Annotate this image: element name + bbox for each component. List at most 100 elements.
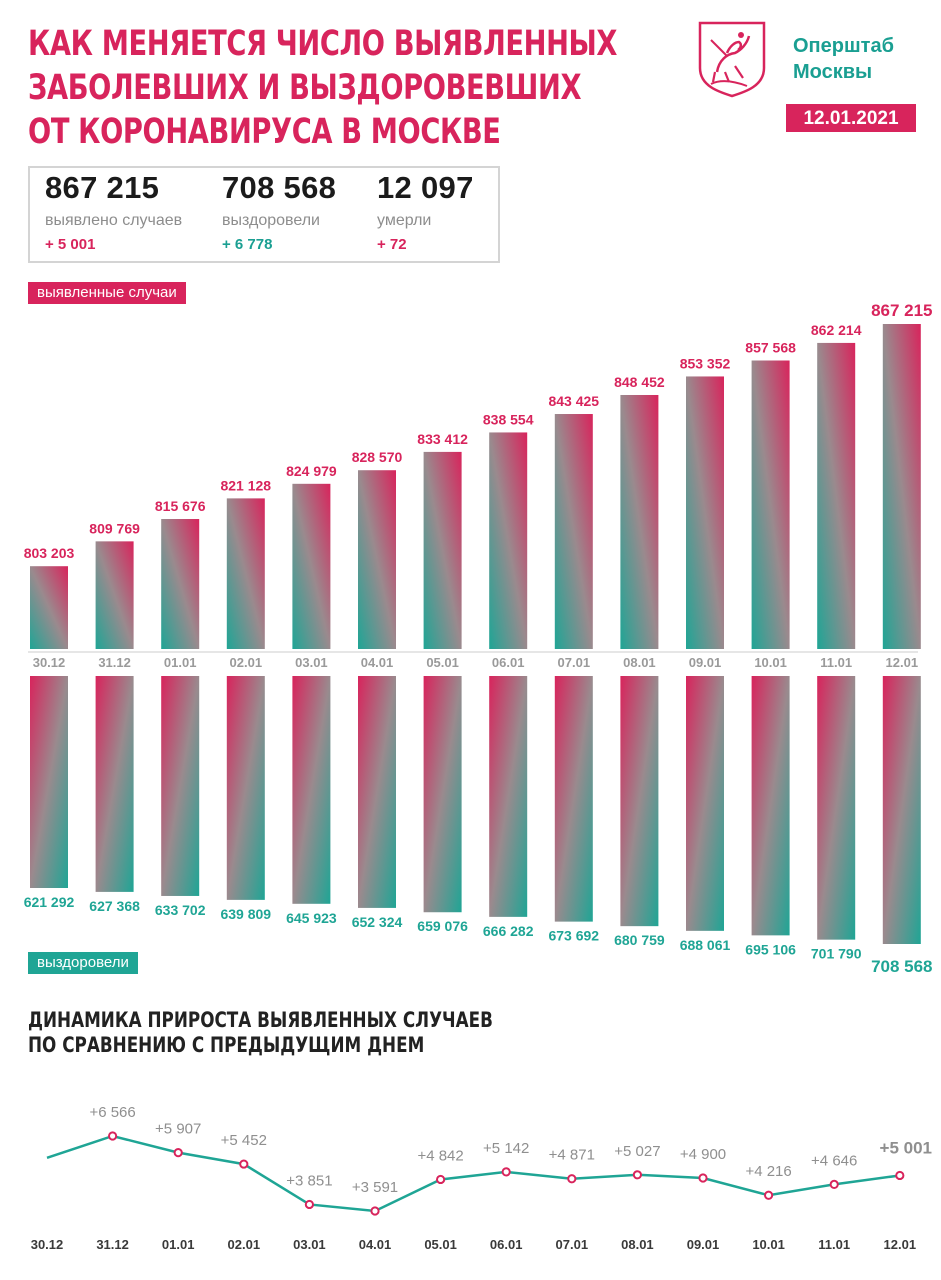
increase-category-label: 06.01 <box>490 1237 523 1252</box>
recovered-value-label: 621 292 <box>24 894 75 910</box>
recovered-bar <box>686 676 724 931</box>
increase-value-label: +4 842 <box>417 1147 463 1164</box>
detected-bar <box>292 483 331 649</box>
increase-value-label: +4 871 <box>549 1147 595 1164</box>
detected-value-label: 853 352 <box>680 355 731 371</box>
detected-value-label: 833 412 <box>417 431 468 447</box>
title-line: КАК МЕНЯЕТСЯ ЧИСЛО ВЫЯВЛЕННЫХ <box>28 24 618 64</box>
detected-value-label: 815 676 <box>155 498 206 514</box>
increase-category-label: 01.01 <box>162 1237 195 1252</box>
recovered-value-label: 708 568 <box>871 957 932 976</box>
detected-bar <box>751 360 790 649</box>
title-line: ЗАБОЛЕВШИХ И ВЫЗДОРОВЕВШИХ <box>28 68 582 108</box>
detected-bar <box>30 566 68 649</box>
org-line: Оперштаб <box>793 35 894 57</box>
detected-category-label: 06.01 <box>492 655 525 670</box>
recovered-value-label: 666 282 <box>483 923 534 939</box>
recovered-value-label: 680 759 <box>614 932 665 948</box>
recovered-value-label: 633 702 <box>155 902 206 918</box>
detected-bar <box>882 324 921 649</box>
increase-value-label: +4 646 <box>811 1152 857 1169</box>
increase-point <box>567 1174 577 1184</box>
increase-value-label: +5 001 <box>880 1138 932 1157</box>
detected-bar <box>620 394 659 649</box>
increase-point <box>304 1199 314 1210</box>
detected-category-label: 11.01 <box>820 655 852 670</box>
page-title: КАК МЕНЯЕТСЯ ЧИСЛО ВЫЯВЛЕННЫХ ЗАБОЛЕВШИХ… <box>28 22 617 154</box>
increase-value-label: +4 216 <box>745 1163 791 1180</box>
detected-bar <box>226 498 265 649</box>
detected-bar <box>423 451 462 649</box>
detected-value-label: 867 215 <box>871 301 932 320</box>
detected-bar <box>489 432 528 649</box>
detected-category-label: 09.01 <box>689 655 722 670</box>
date-badge: 12.01.2021 <box>786 104 916 132</box>
recovered-bar <box>95 676 134 892</box>
detected-value-label: 857 568 <box>745 340 796 356</box>
recovered-value-label: 688 061 <box>680 937 731 953</box>
increase-line <box>46 1134 900 1213</box>
legend-recovered: выздоровели <box>28 952 138 974</box>
increase-category-label: 31.12 <box>96 1237 129 1252</box>
detected-category-label: 12.01 <box>886 655 919 670</box>
detected-bar <box>817 342 856 649</box>
detected-category-label: 05.01 <box>426 655 459 670</box>
recovered-bar <box>161 676 200 896</box>
detected-bar <box>686 376 724 649</box>
increase-point <box>173 1148 183 1158</box>
recovered-bar <box>30 676 68 888</box>
detected-bar <box>554 414 593 649</box>
increase-category-label: 04.01 <box>359 1237 392 1252</box>
line-chart-title: ДИНАМИКА ПРИРОСТА ВЫЯВЛЕННЫХ СЛУЧАЕВ ПО … <box>28 1008 493 1058</box>
detected-category-label: 01.01 <box>164 655 197 670</box>
recovered-bar <box>620 676 659 927</box>
increase-category-label: 12.01 <box>884 1237 917 1252</box>
summary-stats: 867 215 выявлено случаев + 5 001 708 568… <box>28 166 500 263</box>
stat-deaths: 12 097 умерли + 72 <box>377 170 474 253</box>
detected-category-label: 04.01 <box>361 655 394 670</box>
detected-value-label: 848 452 <box>614 374 665 390</box>
stat-label: выявлено случаев <box>45 212 183 229</box>
moscow-coat-of-arms-icon <box>698 21 766 98</box>
detected-category-label: 07.01 <box>558 655 591 670</box>
increase-value-label: +6 566 <box>89 1104 135 1121</box>
recovered-bar <box>423 676 462 913</box>
increase-point <box>764 1190 774 1200</box>
increase-category-label: 02.01 <box>228 1237 261 1252</box>
increase-point <box>632 1170 643 1180</box>
recovered-bar <box>554 676 593 922</box>
detected-value-label: 824 979 <box>286 463 337 479</box>
increase-point <box>829 1179 839 1190</box>
increase-point <box>370 1206 380 1216</box>
recovered-value-label: 645 923 <box>286 910 337 926</box>
detected-bar <box>95 541 134 649</box>
stat-recovered: 708 568 выздоровели + 6 778 <box>222 170 336 253</box>
increase-category-label: 03.01 <box>293 1237 326 1252</box>
increase-category-label: 09.01 <box>687 1237 720 1252</box>
increase-point <box>436 1174 446 1185</box>
recovered-value-label: 659 076 <box>417 918 468 934</box>
title-line: ОТ КОРОНАВИРУСА В МОСКВЕ <box>28 112 501 152</box>
detected-bar <box>358 470 396 649</box>
org-name: Оперштаб Москвы <box>793 33 894 85</box>
stat-delta: + 5 001 <box>45 236 96 253</box>
stat-delta: + 6 778 <box>222 236 273 253</box>
increase-value-label: +5 452 <box>221 1132 267 1149</box>
increase-value-label: +3 851 <box>286 1172 332 1189</box>
stat-detected: 867 215 выявлено случаев + 5 001 <box>45 170 182 253</box>
recovered-value-label: 701 790 <box>811 946 862 962</box>
subtitle-line: ДИНАМИКА ПРИРОСТА ВЫЯВЛЕННЫХ СЛУЧАЕВ <box>28 1008 493 1032</box>
detected-value-label: 803 203 <box>24 545 75 561</box>
detected-value-label: 838 554 <box>483 411 534 427</box>
detected-bar <box>161 519 200 649</box>
increase-category-label: 11.01 <box>818 1237 850 1252</box>
stat-delta: + 72 <box>377 236 407 253</box>
increase-value-label: +5 142 <box>483 1140 529 1157</box>
detected-value-label: 821 128 <box>220 477 271 493</box>
detected-value-label: 828 570 <box>352 449 403 465</box>
increase-category-label: 07.01 <box>556 1237 589 1252</box>
detected-value-label: 862 214 <box>811 322 862 338</box>
stat-label: выздоровели <box>222 212 320 229</box>
recovered-value-label: 627 368 <box>89 898 140 914</box>
